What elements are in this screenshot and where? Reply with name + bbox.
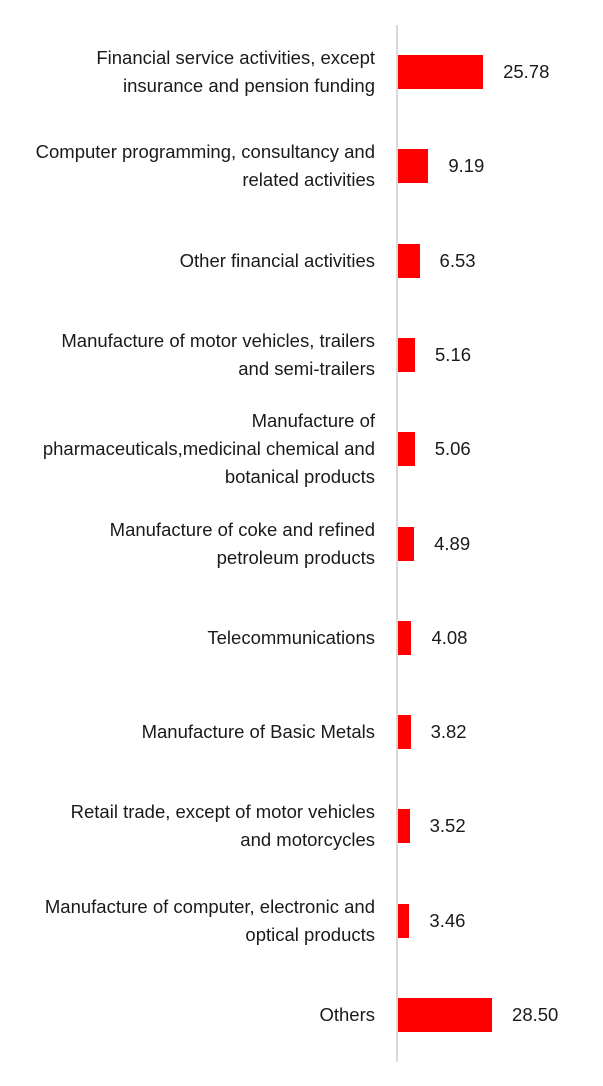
bar (398, 809, 410, 844)
category-label: Computer programming, consultancy and re… (35, 141, 375, 191)
value-label: 28.50 (512, 1004, 559, 1025)
category-label: Other financial activities (179, 249, 375, 271)
bar (398, 998, 493, 1032)
value-label: 9.19 (448, 155, 485, 177)
category-label: Retail trade, except of motor vehicles a… (70, 801, 375, 851)
bar (398, 149, 429, 184)
axis-line (396, 25, 398, 1062)
bar (398, 432, 415, 467)
bar (398, 715, 411, 750)
value-label: 5.06 (434, 438, 471, 460)
category-label: Manufacture of Basic Metals (141, 721, 375, 743)
category-label: Manufacture of computer, electronic and … (44, 895, 375, 945)
category-label: Manufacture of coke and refined petroleu… (109, 518, 375, 568)
category-label: Manufacture of motor vehicles, trailers … (61, 329, 375, 379)
value-label: 3.52 (429, 815, 466, 837)
value-label: 5.16 (435, 343, 472, 365)
bar (398, 903, 410, 938)
category-label: Financial service activities, except ins… (96, 47, 375, 96)
category-label: Others (319, 1004, 375, 1025)
bar (398, 620, 412, 655)
category-label: Manufacture of pharmaceuticals,medicinal… (42, 410, 375, 488)
category-label: Telecommunications (207, 626, 375, 648)
value-label: 3.82 (430, 721, 467, 743)
value-label: 6.53 (439, 249, 476, 271)
bar (398, 243, 420, 278)
bar (398, 337, 416, 372)
value-label: 25.78 (503, 61, 550, 82)
value-label: 4.08 (431, 626, 468, 648)
bar (398, 526, 415, 561)
value-label: 4.89 (434, 532, 471, 554)
bar (398, 55, 484, 89)
value-label: 3.46 (429, 909, 466, 931)
